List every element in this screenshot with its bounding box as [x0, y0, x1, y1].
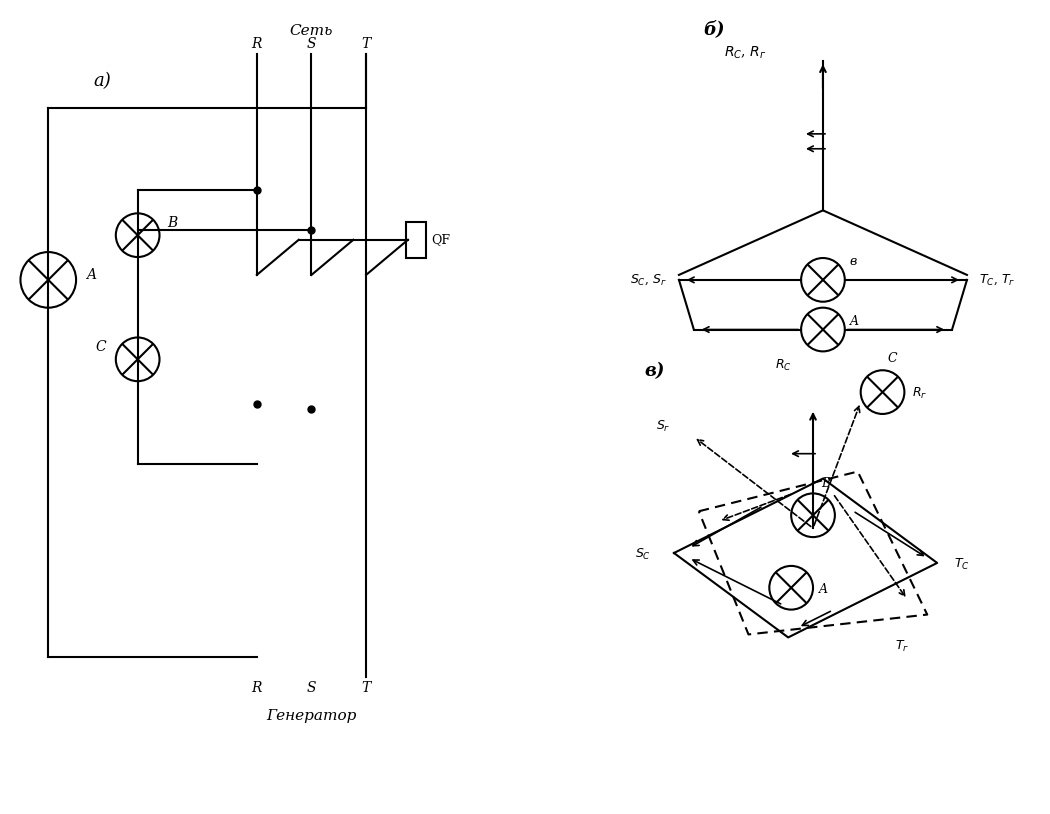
Text: S: S	[307, 681, 316, 695]
Text: T: T	[361, 37, 371, 51]
Text: A: A	[849, 314, 859, 327]
Text: $S_C$: $S_C$	[635, 547, 651, 562]
Text: $T_C$, $T_г$: $T_C$, $T_г$	[979, 273, 1015, 287]
Text: A: A	[86, 268, 96, 282]
Text: в): в)	[645, 362, 665, 380]
Text: $R_C$, $R_г$: $R_C$, $R_г$	[723, 45, 766, 61]
Text: а): а)	[93, 72, 110, 90]
Text: $R_г$: $R_г$	[912, 386, 927, 401]
Text: A: A	[819, 583, 828, 596]
Text: C: C	[96, 340, 106, 354]
Text: $T_C$: $T_C$	[954, 557, 970, 572]
Text: Генератор: Генератор	[267, 709, 357, 723]
Text: T: T	[361, 681, 371, 695]
Text: $S_C$, $S_г$: $S_C$, $S_г$	[630, 273, 667, 287]
Text: б): б)	[704, 20, 726, 38]
Text: $T_г$: $T_г$	[896, 639, 909, 654]
Text: B: B	[167, 217, 177, 230]
Text: Сеть: Сеть	[290, 24, 333, 37]
Text: в: в	[849, 255, 857, 268]
Text: C: C	[887, 352, 897, 365]
Text: QF: QF	[430, 234, 449, 247]
Text: S: S	[307, 37, 316, 51]
Text: $S_г$: $S_г$	[656, 419, 671, 434]
Text: В: В	[821, 478, 831, 491]
Text: R: R	[252, 37, 262, 51]
Text: $R_C$: $R_C$	[775, 358, 792, 374]
Text: R: R	[252, 681, 262, 695]
